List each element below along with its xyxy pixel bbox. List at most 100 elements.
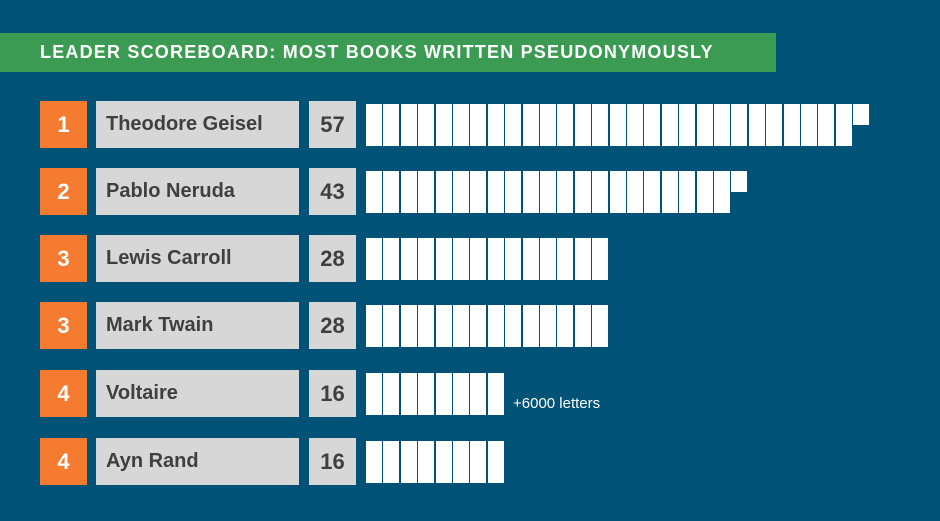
book-tally-mark [453,462,469,483]
author-name-label: Voltaire [96,370,299,417]
book-tally-mark [470,104,487,125]
book-tally-mark [505,238,522,259]
book-tally-mark [435,104,452,125]
book-tally-mark [679,171,696,192]
book-tally-mark [435,394,452,415]
book-tally-mark [435,326,452,347]
book-tally-mark [505,259,522,280]
rank-badge: 2 [40,168,87,215]
book-tally-mark [453,441,469,462]
book-tally-mark [818,104,835,125]
book-tally-mark [418,326,435,347]
book-tally-mark [696,171,713,192]
book-tally-mark [783,104,800,125]
rank-badge: 3 [40,302,87,349]
book-tally-mark [748,125,765,146]
book-tally-mark [679,192,696,213]
book-tally-mark [383,125,400,146]
book-tally-mark [435,373,452,394]
book-tally-mark [522,125,539,146]
book-tally-mark [366,305,382,326]
book-tally-mark [522,171,539,192]
book-tally-mark [487,462,504,483]
book-tally-mark [592,104,609,125]
book-tally-bar [366,168,886,215]
book-tally-mark [522,238,539,259]
book-tally-mark [366,238,382,259]
author-name-label: Pablo Neruda [96,168,299,215]
book-tally-mark [696,125,713,146]
book-tally-mark [540,192,556,213]
book-tally-mark [383,441,400,462]
title-bar: LEADER SCOREBOARD: MOST BOOKS WRITTEN PS… [0,33,776,72]
book-tally-mark [714,171,730,192]
book-tally-mark [400,192,417,213]
book-tally-mark [470,394,487,415]
book-tally-mark [418,259,435,280]
book-tally-mark [418,305,435,326]
scoreboard-row: 3 Mark Twain 28 [0,302,940,349]
book-tally-mark [400,104,417,125]
book-tally-mark [487,171,504,192]
chart-title: LEADER SCOREBOARD: MOST BOOKS WRITTEN PS… [40,42,714,62]
author-name-label: Ayn Rand [96,438,299,485]
book-tally-mark [453,305,469,326]
book-tally-mark [418,394,435,415]
book-tally-mark [366,171,382,192]
book-tally-mark [453,171,469,192]
book-tally-mark [470,171,487,192]
book-tally-mark [366,462,382,483]
book-tally-mark [366,192,382,213]
book-tally-mark [383,462,400,483]
book-tally-mark [540,259,556,280]
book-tally-mark [540,305,556,326]
book-tally-mark [609,125,626,146]
book-tally-mark [574,238,591,259]
book-tally-mark [487,441,504,462]
book-tally-mark [470,125,487,146]
book-tally-mark [453,125,469,146]
book-count-label: 16 [309,438,356,485]
book-tally-mark [505,125,522,146]
book-tally-mark [400,259,417,280]
book-tally-mark [522,192,539,213]
book-tally-mark [505,104,522,125]
book-tally-mark [400,238,417,259]
book-tally-mark [400,326,417,347]
book-tally-mark [453,192,469,213]
book-tally-mark [366,125,382,146]
book-tally-mark [435,125,452,146]
book-tally-mark [574,104,591,125]
book-tally-mark [487,373,504,394]
book-tally-mark [522,326,539,347]
book-tally-mark [418,104,435,125]
book-tally-mark [574,326,591,347]
book-tally-mark [453,238,469,259]
book-tally-mark [487,125,504,146]
book-tally-mark [383,326,400,347]
book-tally-mark [418,373,435,394]
book-tally-mark [801,125,817,146]
book-tally-mark [383,238,400,259]
book-tally-mark [400,305,417,326]
book-tally-mark [453,104,469,125]
book-tally-mark [400,462,417,483]
book-tally-mark [557,104,574,125]
book-tally-mark [366,441,382,462]
book-tally-mark [366,394,382,415]
book-tally-mark [366,373,382,394]
book-tally-mark [766,104,783,125]
book-tally-mark [435,192,452,213]
book-tally-mark [505,192,522,213]
book-tally-mark [592,238,609,259]
book-tally-bar [366,101,886,148]
book-tally-mark [627,171,643,192]
book-tally-mark [557,238,574,259]
book-tally-mark [748,104,765,125]
book-tally-mark [505,171,522,192]
book-tally-mark [592,171,609,192]
book-tally-mark [574,305,591,326]
book-tally-mark [470,192,487,213]
book-tally-mark [609,104,626,125]
scoreboard-row: 4 Voltaire 16 +6000 letters [0,370,940,417]
